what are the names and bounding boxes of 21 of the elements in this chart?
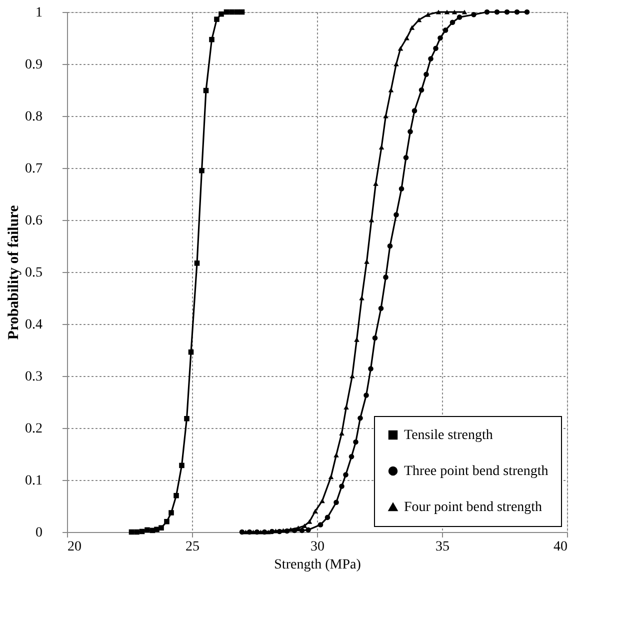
y-tick-label: 0.7	[25, 162, 42, 176]
y-tick-label: 0.2	[25, 422, 42, 436]
y-tick-label: 0.9	[25, 58, 42, 72]
y-tick-label: 0.8	[25, 110, 42, 124]
y-tick-label: 0.3	[25, 370, 42, 384]
x-tick-label: 25	[186, 540, 200, 554]
legend-label: Four point bend strength	[404, 500, 542, 515]
legend-label: Tensile strength	[404, 428, 493, 443]
y-tick-label: 0.1	[25, 474, 42, 488]
y-tick-label: 0.4	[25, 318, 42, 332]
y-tick-label: 0	[36, 526, 42, 540]
x-tick-label: 20	[68, 540, 82, 554]
x-tick-label: 30	[310, 540, 324, 554]
y-axis-title: Probability of failure	[6, 204, 22, 340]
legend-label: Three point bend strength	[404, 464, 548, 479]
x-axis-title: Strength (MPa)	[274, 558, 362, 572]
x-tick-label: 35	[436, 540, 450, 554]
x-tick-label: 40	[554, 540, 568, 554]
y-tick-label: 0.6	[25, 214, 42, 228]
y-tick-label: 0.5	[25, 266, 42, 280]
y-tick-label: 1	[36, 6, 42, 20]
